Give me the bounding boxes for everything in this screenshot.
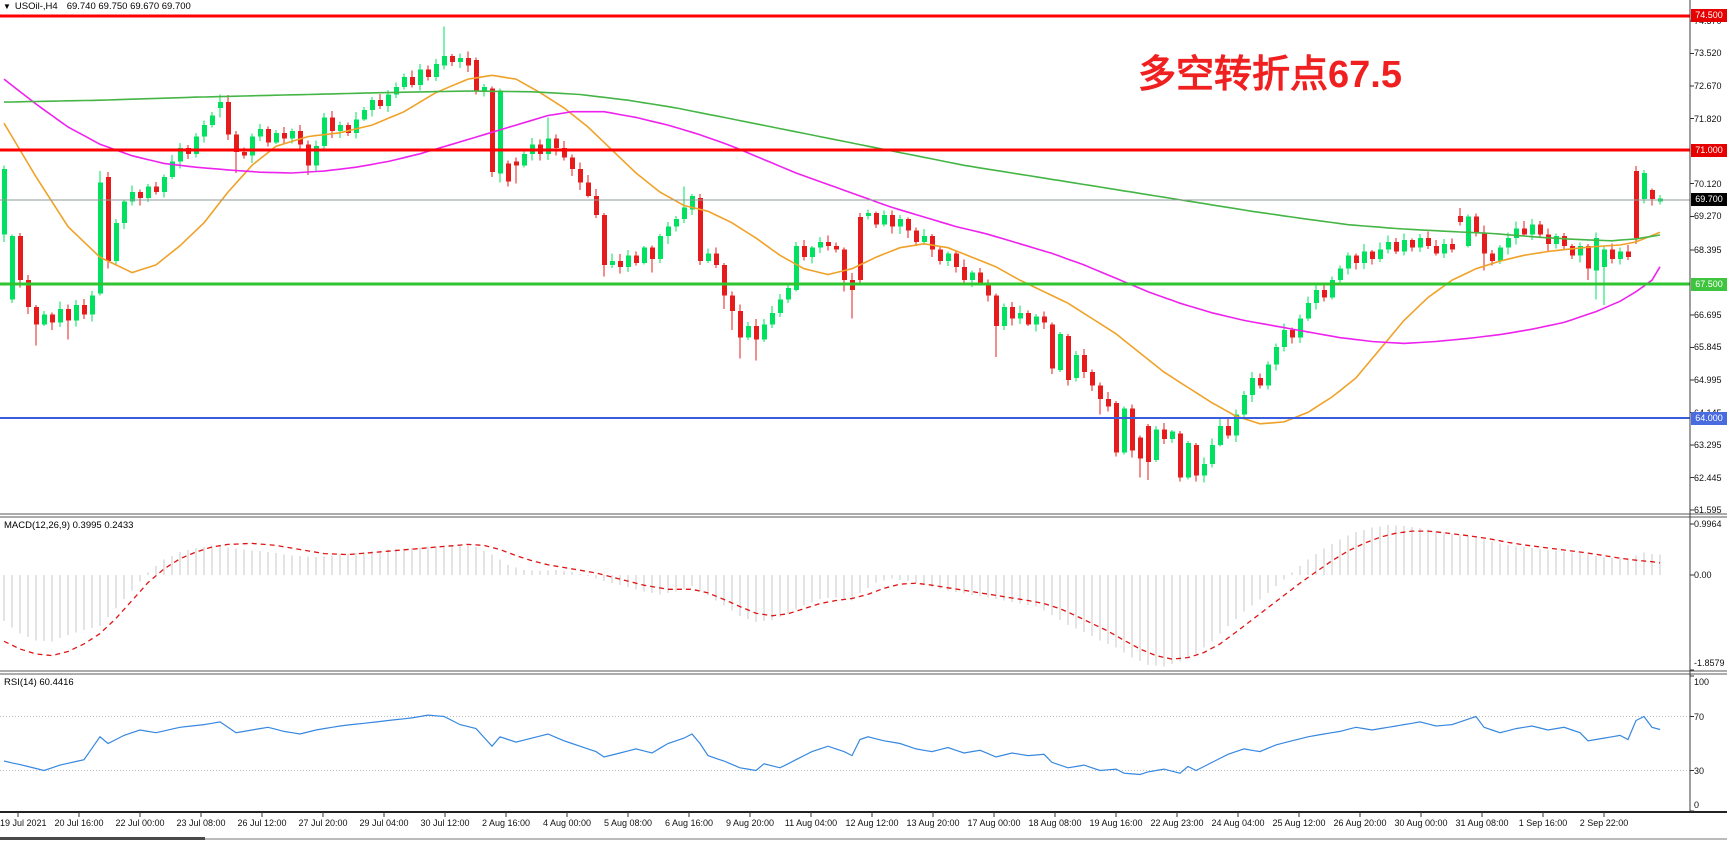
time-axis-label: 31 Aug 08:00: [1455, 818, 1509, 828]
time-axis-label: 29 Jul 04:00: [359, 818, 409, 828]
price-badge-64.000: 64.000: [1691, 411, 1727, 425]
time-axis-label: 13 Aug 20:00: [906, 818, 960, 828]
price-badge-74.500: 74.500: [1691, 9, 1727, 23]
rsi-axis-label: 0: [1694, 800, 1700, 810]
rsi-axis-label: 100: [1694, 677, 1710, 687]
price-axis-label: 64.995: [1694, 374, 1722, 385]
price-axis-label: 68.395: [1694, 244, 1722, 255]
price-axis-label: 72.670: [1694, 81, 1722, 92]
time-axis-label: 2 Aug 16:00: [481, 818, 531, 828]
price-axis-label: 61.595: [1694, 505, 1722, 516]
price-badge-67.500: 67.500: [1691, 277, 1727, 291]
symbol-dropdown-icon[interactable]: ▼: [3, 2, 11, 11]
price-axis-label: 62.445: [1694, 472, 1722, 483]
time-axis-label: 17 Aug 00:00: [967, 818, 1021, 828]
time-axis-label: 4 Aug 00:00: [542, 818, 592, 828]
time-axis-label: 12 Aug 12:00: [845, 818, 899, 828]
macd-axis-label: 0.9964: [1694, 519, 1722, 530]
rsi-indicator-label: RSI(14) 60.4416: [4, 677, 74, 688]
price-axis-label: 66.695: [1694, 309, 1722, 320]
time-axis-label: 30 Jul 12:00: [420, 818, 470, 828]
time-axis-label: 23 Jul 08:00: [176, 818, 226, 828]
macd-axis-label: 0.00: [1694, 570, 1712, 580]
time-axis-label: 25 Aug 12:00: [1272, 818, 1326, 828]
time-axis-label: 20 Jul 16:00: [54, 818, 104, 828]
time-axis-label: 19 Jul 2021: [0, 818, 47, 828]
price-badge-71.000: 71.000: [1691, 143, 1727, 157]
price-badge-69.700: 69.700: [1691, 193, 1727, 207]
macd-axis-label: -1.8579: [1694, 658, 1725, 668]
chart-annotation-text: 多空转折点67.5: [1138, 54, 1402, 96]
symbol-ohlc-values: 69.740 69.750 69.670 69.700: [66, 1, 191, 12]
price-axis-label: 69.270: [1694, 211, 1722, 222]
time-axis-label: 6 Aug 16:00: [664, 818, 714, 828]
time-axis-label: 26 Jul 12:00: [237, 818, 287, 828]
time-axis-label: 18 Aug 08:00: [1028, 818, 1082, 828]
time-axis-label: 22 Aug 23:00: [1150, 818, 1204, 828]
time-axis-label: 26 Aug 20:00: [1333, 818, 1387, 828]
macd-indicator-label: MACD(12,26,9) 0.3995 0.2433: [4, 520, 134, 531]
time-axis-label: 5 Aug 08:00: [603, 818, 653, 828]
time-axis-label: 11 Aug 04:00: [784, 818, 838, 828]
price-axis-label: 63.295: [1694, 440, 1722, 451]
price-axis-label: 70.120: [1694, 178, 1722, 189]
rsi-axis-label: 30: [1694, 765, 1705, 776]
time-axis-label: 19 Aug 16:00: [1089, 818, 1143, 828]
time-axis-label: 22 Jul 00:00: [115, 818, 165, 828]
time-axis-label: 24 Aug 04:00: [1211, 818, 1265, 828]
symbol-timeframe: USOil-,H4: [14, 1, 58, 12]
price-axis-label: 65.845: [1694, 342, 1722, 353]
rsi-axis-label: 70: [1694, 711, 1705, 722]
time-axis-label: 2 Sep 22:00: [1579, 818, 1629, 828]
time-axis-label: 30 Aug 00:00: [1394, 818, 1448, 828]
time-axis-label: 1 Sep 16:00: [1518, 818, 1568, 828]
symbol-info-bar: ▼ USOil-,H4 69.740 69.750 69.670 69.700: [3, 1, 191, 13]
price-axis-label: 71.820: [1694, 113, 1722, 124]
time-axis-label: 9 Aug 20:00: [725, 818, 775, 828]
time-axis-label: 27 Jul 20:00: [298, 818, 348, 828]
price-axis-label: 73.520: [1694, 48, 1722, 59]
